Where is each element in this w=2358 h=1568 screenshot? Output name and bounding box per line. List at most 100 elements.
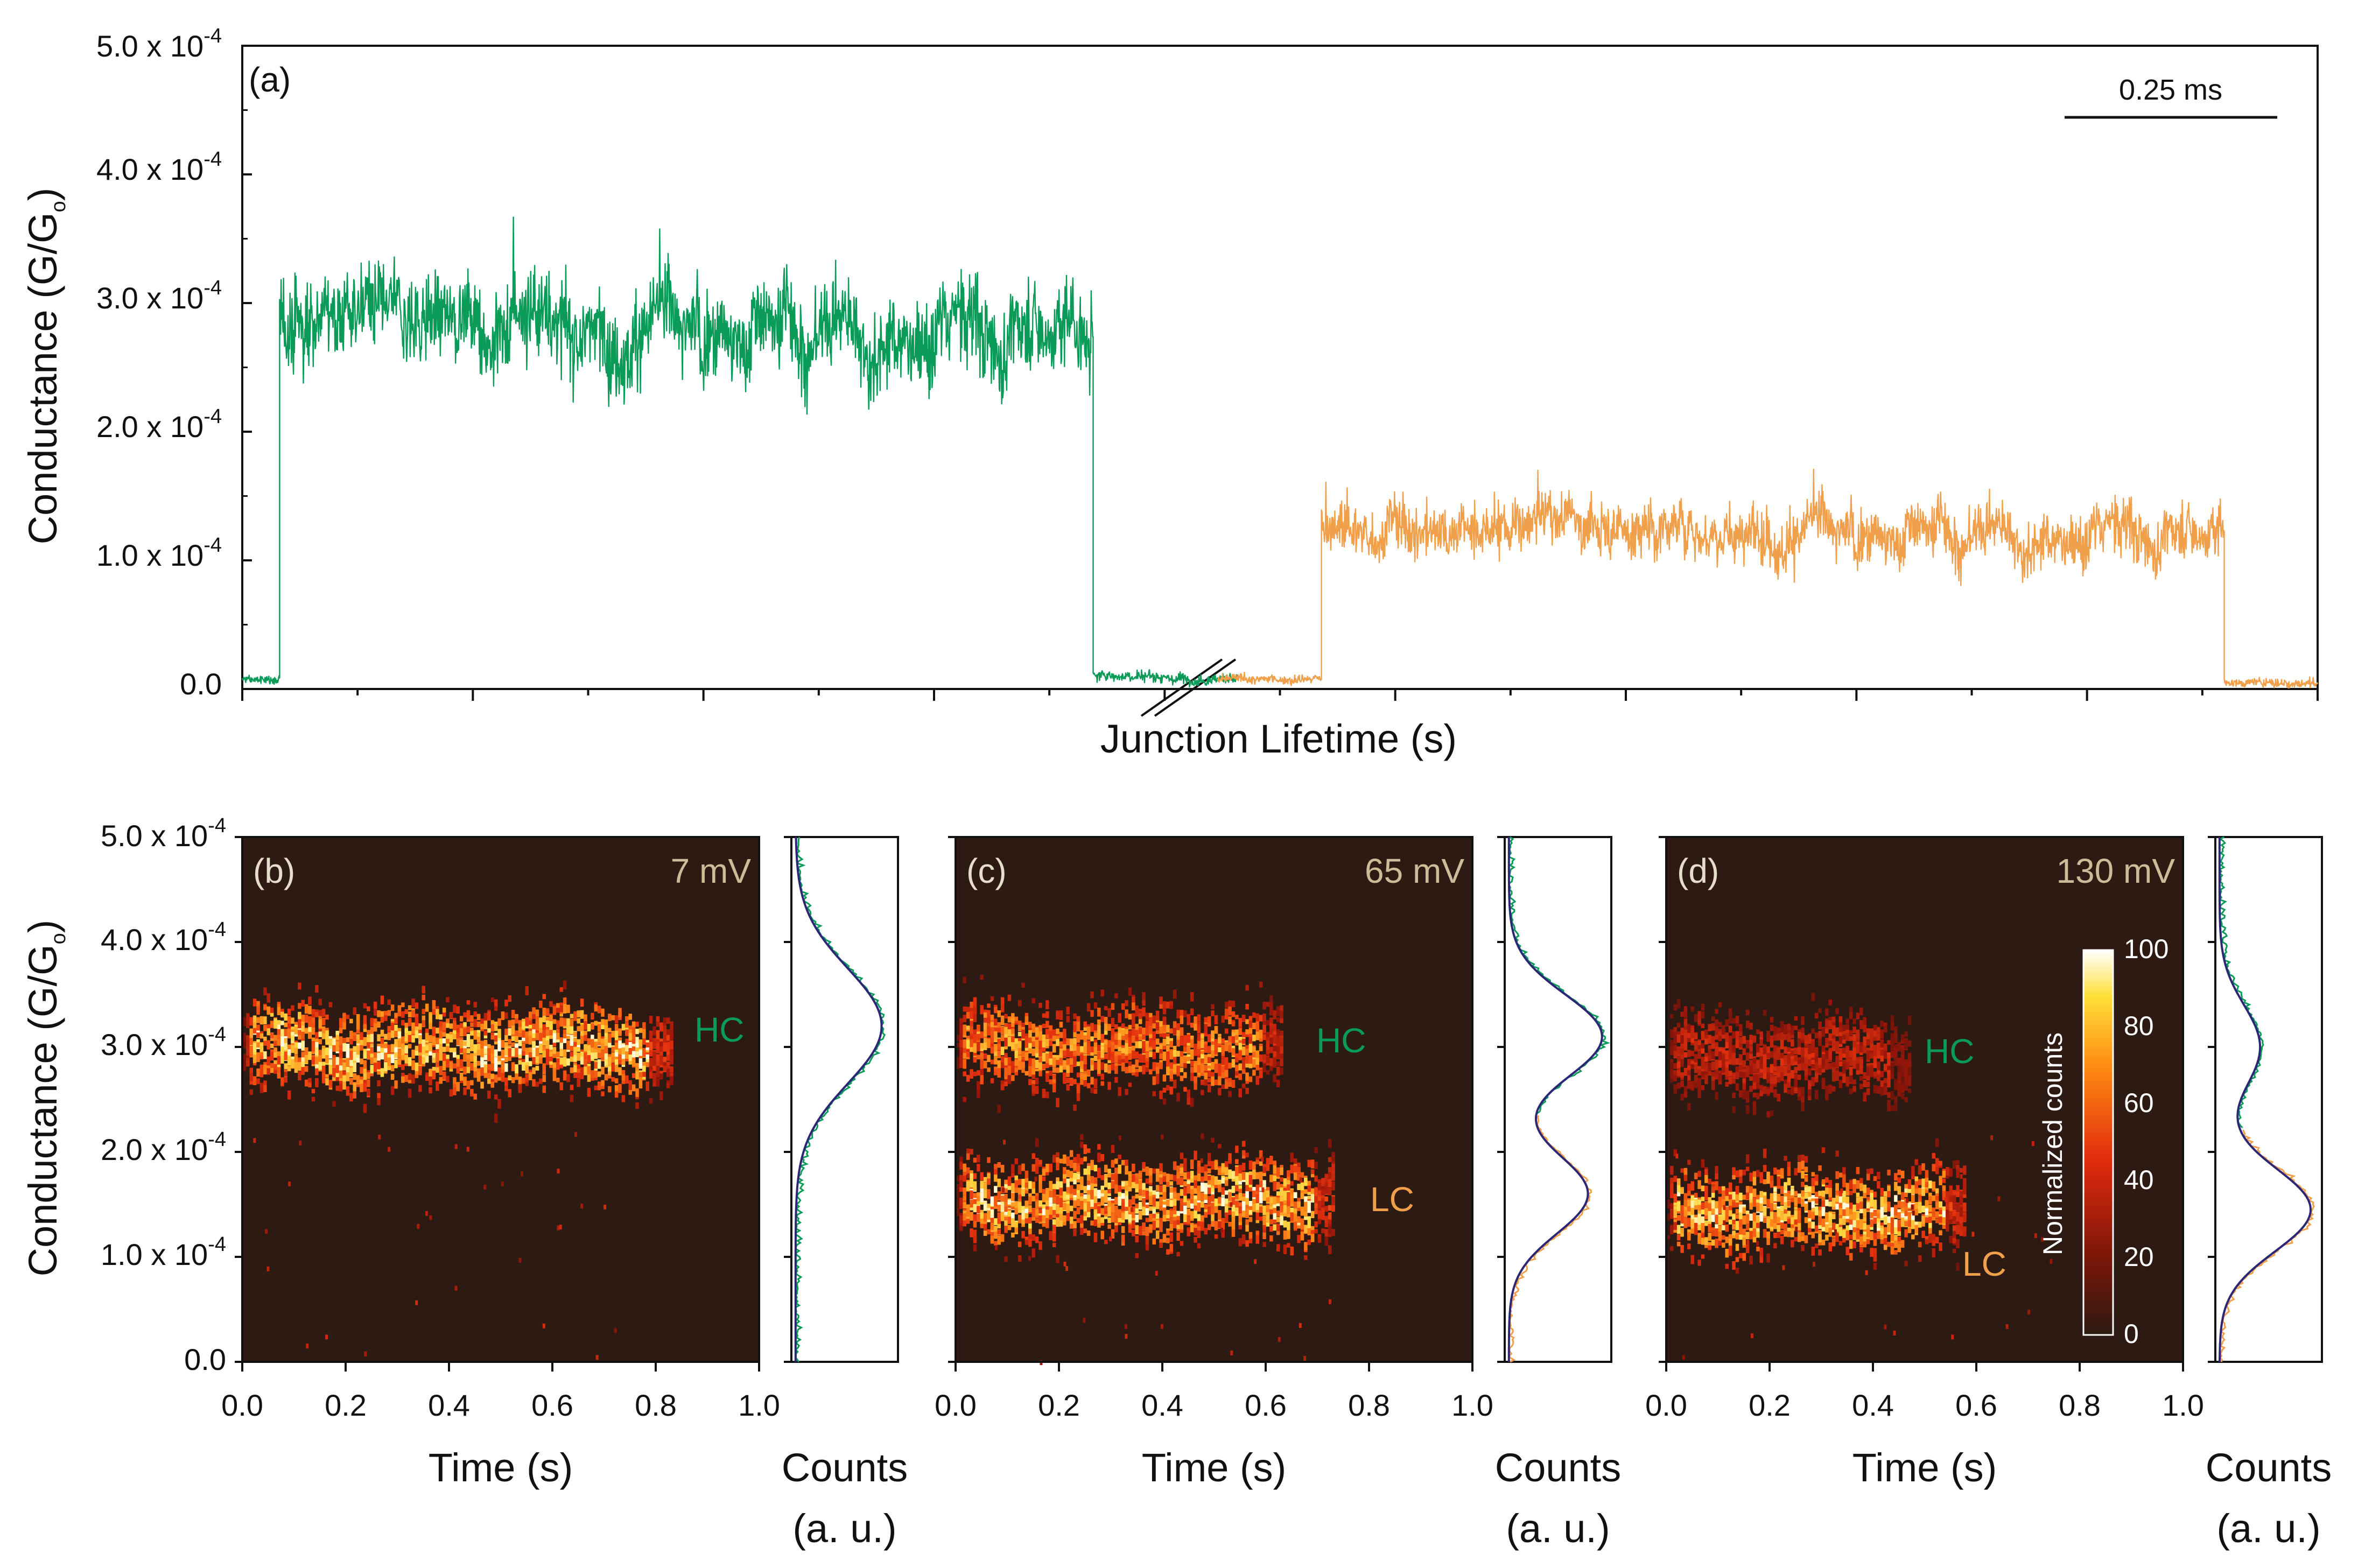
- heatmap-cell-c-lc: [1211, 1190, 1215, 1197]
- heatmap-cell-c-hc: [1135, 1037, 1139, 1042]
- heatmap-cell-c-lc: [1283, 1231, 1287, 1240]
- heatmap-cell-c-hc: [1104, 1023, 1108, 1031]
- heatmap-cell-c-lc: [1248, 1185, 1253, 1192]
- heatmap-cell-b-hc: [252, 1020, 257, 1029]
- heatmap-cell-c-hc: [1111, 1003, 1115, 1010]
- heatmap-cell-b-hc: [559, 1037, 563, 1043]
- heatmap-cell-c-lc: [1190, 1191, 1194, 1199]
- heatmap-cell-c-lc: [1152, 1190, 1156, 1195]
- heatmap-cell-c-hc: [1190, 1008, 1194, 1016]
- heatmap-cell-c-hc: [1245, 1029, 1249, 1035]
- heatmap-cell-b-hc: [525, 1037, 529, 1044]
- heatmap-cell-b-hc: [614, 1085, 619, 1093]
- heatmap-cell-c-lc: [1100, 1197, 1104, 1206]
- heatmap-cell-c-lc: [1310, 1226, 1315, 1233]
- heatmap-cell-c-hc: [1111, 1045, 1115, 1052]
- heatmap-cell-b-hc: [436, 1014, 439, 1019]
- heatmap-cell-b-hc: [318, 1061, 322, 1070]
- heatmap-cell-c-lc: [1231, 1212, 1236, 1218]
- heatmap-cell-c-lc: [1176, 1178, 1180, 1185]
- heatmap-cell-c-hc: [1011, 1061, 1015, 1068]
- heatmap-cell-d-hc: [1676, 1082, 1681, 1089]
- heatmap-cell-c-hc: [1228, 1091, 1232, 1097]
- heatmap-cell-b-hc: [532, 1079, 536, 1087]
- heatmap-cell-c-lc: [1014, 1208, 1018, 1214]
- heatmap-cell-c-hc: [1076, 1019, 1080, 1028]
- heatmap-cell-c-lc: [1321, 1200, 1325, 1208]
- heatmap-cell-c-hc: [970, 1046, 973, 1052]
- heatmap-cell-b-hc: [483, 1020, 488, 1030]
- heatmap-cell-b-hc: [436, 1046, 439, 1053]
- heatmap-cell-b-hc: [663, 1025, 666, 1035]
- heatmap-cell-c-hc: [1086, 1047, 1091, 1055]
- heatmap-cell-d-hc: [1711, 1025, 1715, 1031]
- heatmap-cell-b-hc: [656, 1066, 660, 1075]
- heatmap-cell-b-hc: [453, 1082, 457, 1090]
- heatmap-cell-c-lc: [1169, 1211, 1173, 1218]
- heatmap-cell-b-hc: [635, 1065, 639, 1071]
- heatmap-cell-b-hc: [446, 1075, 450, 1082]
- heatmap-cell-c-lc: [1100, 1217, 1104, 1223]
- heatmap-speckle: [417, 1224, 420, 1229]
- heatmap-cell-c-hc: [1049, 1071, 1052, 1076]
- heatmap-cell-c-hc: [1269, 1002, 1273, 1012]
- heatmap-cell-b-hc: [360, 1040, 363, 1050]
- heatmap-cell-c-lc: [1314, 1175, 1318, 1182]
- heatmap-cell-c-hc: [1262, 1034, 1266, 1040]
- heatmap-cell-b-hc: [287, 1090, 291, 1100]
- heatmap-cell-c-lc: [980, 1194, 984, 1203]
- heatmap-cell-c-hc: [1228, 1063, 1232, 1069]
- heatmap-cell-c-lc: [1083, 1228, 1087, 1233]
- heatmap-cell-c-lc: [1228, 1169, 1232, 1179]
- heatmap-cell-b-hc: [252, 999, 257, 1007]
- heatmap-cell-c-hc: [1269, 1028, 1273, 1035]
- heatmap-cell-c-lc: [1262, 1164, 1266, 1169]
- panel-a: (a) 0.0 1.0 x 10-4 2.0 x 10-4 3.0 x 10-4…: [20, 25, 2319, 761]
- panel-a-ticks: [241, 45, 2319, 701]
- heatmap-cell-b-hc: [263, 1085, 267, 1092]
- heatmap-cell-d-hc: [1680, 1054, 1684, 1063]
- heatmap-cell-c-lc: [1173, 1217, 1177, 1222]
- heatmap-cell-c-lc: [1014, 1224, 1018, 1233]
- heatmap-cell-b-hc: [535, 1021, 539, 1030]
- heatmap-cell-b-hc: [542, 1037, 546, 1046]
- heatmap-cell-b-hc: [487, 1064, 491, 1070]
- heatmap-cell-c-hc: [1114, 1043, 1118, 1049]
- heatmap-cell-d-hc: [1694, 1054, 1698, 1063]
- heatmap-cell-b-hc: [380, 1068, 384, 1077]
- heatmap-speckle: [1118, 1135, 1121, 1141]
- heatmap-cell-d-hc: [1697, 1078, 1701, 1087]
- heatmap-cell-c-hc: [1121, 1029, 1125, 1036]
- heatmap-cell-b-hc: [473, 1011, 477, 1017]
- heatmap-cell-c-hc: [1111, 1028, 1115, 1035]
- heatmap-cell-c-lc: [990, 1235, 994, 1244]
- heatmap-cell-b-hc: [280, 1029, 284, 1035]
- heatmap-cell-c-lc: [1059, 1181, 1063, 1188]
- heatmap-cell-b-hc: [397, 1040, 402, 1047]
- heatmap-cell-b-hc: [442, 1038, 446, 1044]
- heatmap-cell-c-lc: [1290, 1189, 1294, 1196]
- panel-a-label: (a): [249, 60, 291, 99]
- heatmap-cell-b-hc: [321, 1049, 326, 1058]
- heatmap-cell-c-lc: [1059, 1198, 1063, 1207]
- heatmap-cell-c-lc: [1152, 1220, 1156, 1231]
- heatmap-cell-c-lc: [1297, 1174, 1301, 1181]
- heatmap-cell-c-lc: [1307, 1196, 1311, 1201]
- heatmap-cell-b-hc: [577, 1068, 580, 1073]
- heatmap-cell-b-hc: [522, 1025, 525, 1033]
- heatmap-cell-b-hc: [432, 1053, 436, 1061]
- heatmap-cell-c-hc: [983, 1038, 987, 1046]
- heatmap-speckle: [1261, 1157, 1264, 1162]
- heatmap-cell-b-hc: [476, 1037, 481, 1043]
- heatmap-cell-b-hc: [628, 1084, 632, 1090]
- heatmap-cell-c-hc: [1145, 1052, 1149, 1060]
- heatmap-cell-c-hc: [994, 1057, 998, 1065]
- heatmap-cell-c-lc: [1248, 1210, 1253, 1215]
- heatmap-cell-c-hc: [1093, 1055, 1098, 1061]
- heatmap-cell-c-lc: [1114, 1158, 1118, 1164]
- heatmap-cell-c-hc: [1024, 1045, 1029, 1052]
- heatmap-cell-c-lc: [1197, 1214, 1201, 1221]
- heatmap-cell-c-hc: [959, 1051, 963, 1056]
- heatmap-cell-c-lc: [1066, 1204, 1070, 1213]
- heatmap-cell-b-hc: [580, 1057, 584, 1065]
